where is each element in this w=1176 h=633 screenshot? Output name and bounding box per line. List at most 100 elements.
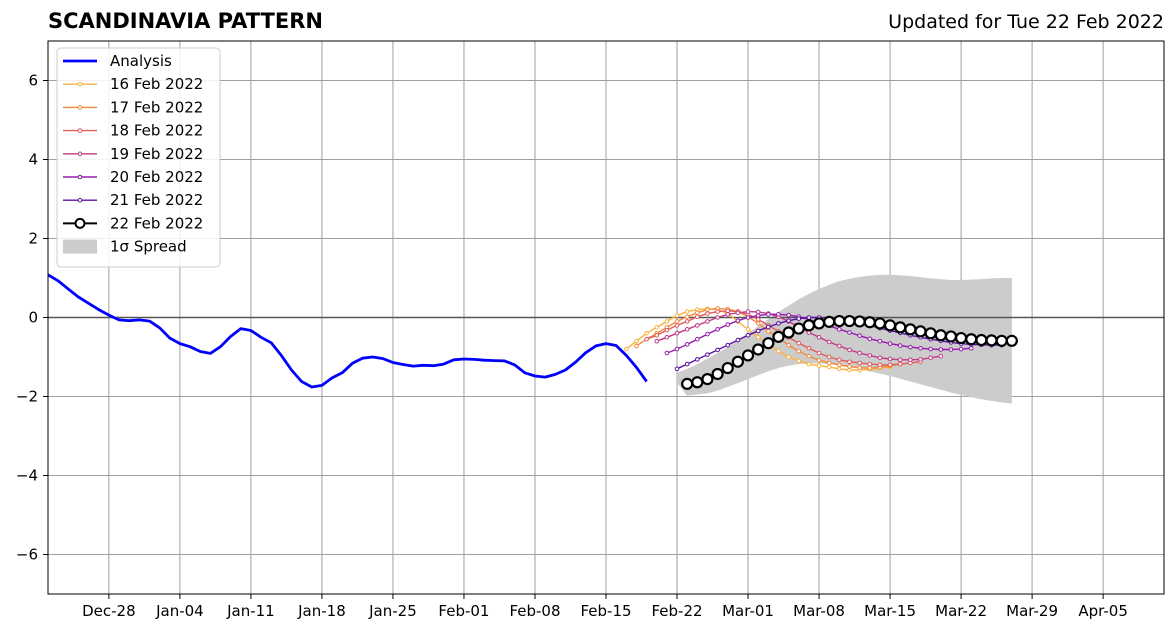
forecast-point (695, 336, 700, 342)
forecast-point (857, 350, 862, 356)
current-forecast-point (782, 326, 795, 339)
legend-label: 17 Feb 2022 (110, 98, 203, 116)
forecast-point (634, 338, 639, 344)
forecast-point (816, 357, 822, 363)
forecast-point (908, 357, 913, 363)
current-forecast-point (812, 317, 826, 330)
legend-entry: Analysis (63, 52, 172, 70)
forecast-point (745, 309, 751, 314)
x-tick-label: Feb-22 (651, 602, 702, 620)
forecast-point (928, 346, 933, 352)
forecast-point (623, 346, 629, 352)
forecast-point (715, 347, 720, 353)
forecast-point (867, 365, 873, 371)
forecast-point (826, 339, 832, 345)
x-tick-label: Feb-01 (438, 602, 489, 620)
legend-marker (77, 151, 83, 157)
current-forecast-point (883, 319, 897, 332)
forecast-point (847, 330, 852, 335)
forecast-point (755, 328, 761, 334)
forecast-point (695, 323, 700, 328)
forecast-point (897, 361, 903, 367)
forecast-point (928, 355, 933, 361)
legend-label: 22 Feb 2022 (110, 214, 203, 232)
forecast-point (715, 327, 720, 332)
current-forecast-point (1005, 334, 1018, 347)
forecast-point (674, 331, 680, 336)
forecast-point (654, 338, 660, 344)
forecast-point (705, 352, 710, 357)
legend-label: 1σ Spread (110, 238, 187, 256)
legend-entry: 21 Feb 2022 (63, 191, 203, 209)
forecast-point (745, 315, 751, 320)
forecast-point (786, 342, 791, 348)
forecast-point (826, 364, 832, 370)
current-forecast-point (823, 315, 836, 328)
forecast-point (634, 343, 639, 349)
forecast-point (644, 336, 649, 342)
forecast-point (674, 319, 680, 324)
forecast-point (837, 327, 842, 332)
legend-marker (77, 81, 83, 87)
forecast-point (745, 332, 751, 338)
legend-entry: 22 Feb 2022 (63, 214, 203, 232)
y-tick-label: −2 (16, 388, 38, 406)
forecast-point (958, 346, 964, 352)
x-tick-label: Dec-28 (82, 602, 136, 620)
forecast-point (837, 366, 842, 372)
forecast-point (837, 362, 842, 368)
x-tick-label: Jan-25 (368, 602, 417, 620)
forecast-point (755, 317, 761, 322)
x-axis: Dec-28 Jan-04 Jan-11 Jan-18 Jan-25 Feb-01 Feb-… (82, 594, 1128, 620)
forecast-point (796, 340, 802, 346)
current-forecast-point (731, 355, 744, 368)
forecast-point (786, 354, 791, 360)
forecast-point (644, 331, 649, 336)
forecast-point (766, 329, 771, 334)
forecast-point (857, 365, 862, 370)
spread-band (677, 274, 1012, 404)
y-tick-label: −6 (16, 546, 38, 564)
current-forecast-point (954, 331, 968, 345)
x-tick-label: Feb-08 (509, 602, 560, 620)
legend-entry: 20 Feb 2022 (63, 168, 203, 186)
legend-label: 20 Feb 2022 (110, 168, 203, 186)
x-tick-label: Apr-05 (1078, 602, 1128, 620)
forecast-point (887, 356, 893, 362)
y-tick-label: −4 (16, 467, 38, 485)
current-forecast-point (792, 322, 805, 335)
forecast-point (695, 310, 700, 316)
legend-marker (77, 128, 83, 133)
forecast-point (654, 325, 660, 330)
forecast-point (867, 361, 873, 367)
forecast-point (877, 338, 883, 344)
forecast-point (877, 362, 883, 368)
current-forecast-point (691, 376, 704, 389)
forecast-point (735, 337, 741, 343)
legend-entry: 18 Feb 2022 (63, 122, 203, 140)
x-tick-label: Mar-29 (1006, 602, 1058, 620)
forecast-point (766, 324, 771, 330)
forecast-point (664, 334, 670, 340)
forecast-point (684, 319, 690, 324)
current-forecast-point (772, 330, 785, 343)
current-forecast-point (833, 314, 846, 328)
y-tick-label: 0 (28, 309, 38, 327)
current-forecast-point (762, 337, 775, 350)
forecast-point (968, 346, 974, 351)
current-forecast-point (944, 330, 958, 343)
forecast-point (715, 309, 720, 314)
x-tick-label: Feb-15 (580, 602, 631, 620)
legend-marker (77, 105, 83, 110)
current-forecast-point (914, 325, 927, 338)
forecast-point (695, 357, 700, 362)
forecast-point (796, 348, 802, 354)
forecast-point (725, 342, 731, 348)
forecast-point (705, 319, 710, 324)
forecast-point (796, 316, 802, 321)
y-axis: −6 −4 −2 0 2 4 6 (16, 72, 48, 564)
legend-entry: 16 Feb 2022 (63, 75, 203, 93)
current-forecast-point (681, 377, 694, 390)
current-forecast-point (843, 314, 856, 328)
